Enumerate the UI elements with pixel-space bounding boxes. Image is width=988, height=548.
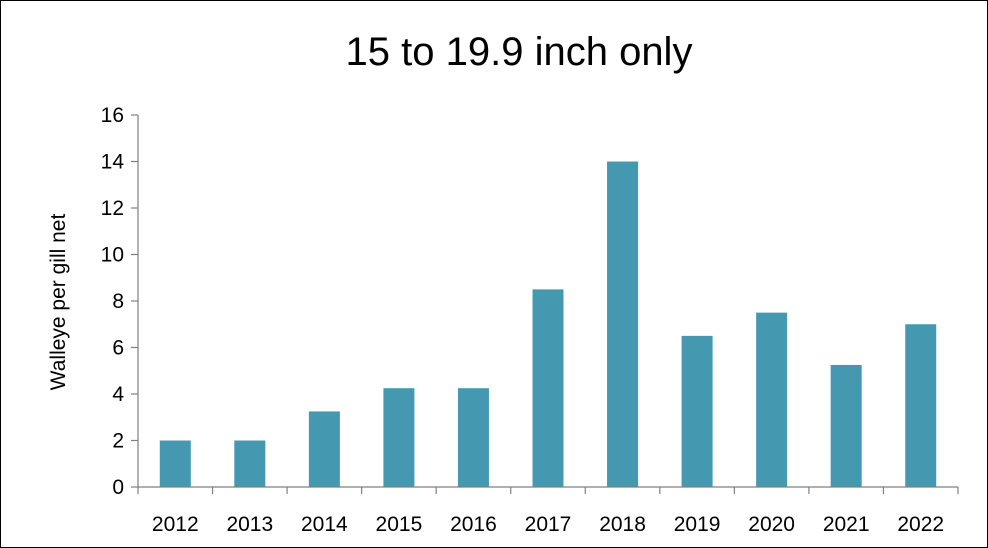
x-tick-label-2012: 2012 [152,513,199,536]
y-tick-label-2: 2 [112,430,124,453]
x-tick-label-2015: 2015 [376,513,423,536]
bar-2020 [756,312,788,488]
x-tick-label-2020: 2020 [748,513,795,536]
y-tick-label-8: 8 [112,290,124,313]
bar-2015 [383,388,415,487]
y-tick-label-4: 4 [112,383,124,406]
bar-2017 [532,289,564,488]
y-tick-label-0: 0 [112,476,124,499]
x-tick-label-2018: 2018 [599,513,646,536]
y-tick-label-12: 12 [101,197,124,220]
y-tick-label-10: 10 [101,244,124,267]
bar-2022 [905,324,937,487]
y-tick-label-6: 6 [112,337,124,360]
x-tick-label-2022: 2022 [897,513,944,536]
x-tick-label-2019: 2019 [674,513,721,536]
x-tick-label-2013: 2013 [226,513,273,536]
y-tick-label-16: 16 [101,104,124,127]
plot-area: 0 2 4 6 8 10 12 14 16 2012 2013 2014 2015 2016 2017 201… [101,104,959,536]
bar-2021 [830,364,862,487]
chart-title: 15 to 19.9 inch only [346,30,693,74]
bar-2016 [457,388,489,487]
y-axis-label: Walleye per gill net [47,214,70,391]
bar-2019 [681,335,713,488]
x-tick-label-2021: 2021 [823,513,870,536]
bar-2014 [308,411,340,487]
x-tick-label-2017: 2017 [525,513,572,536]
x-tick-label-2014: 2014 [301,513,348,536]
bar-2018 [607,161,639,487]
bar-2013 [234,440,266,487]
bar-2012 [159,440,191,487]
x-tick-label-2016: 2016 [450,513,497,536]
y-tick-label-14: 14 [101,151,125,174]
